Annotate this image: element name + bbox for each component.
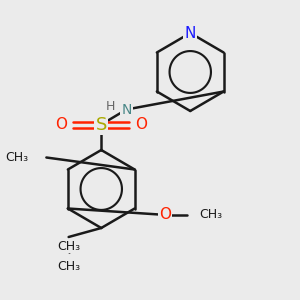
Text: H: H [106, 100, 115, 113]
Text: CH₃: CH₃ [5, 151, 28, 164]
Text: CH₃: CH₃ [57, 239, 80, 253]
Text: O: O [135, 117, 147, 132]
Text: O: O [55, 117, 67, 132]
Text: N: N [121, 103, 132, 116]
Text: N: N [184, 26, 196, 40]
Text: O: O [159, 207, 171, 222]
Text: CH₃: CH₃ [57, 260, 80, 274]
Text: S: S [96, 116, 107, 134]
Text: CH₃: CH₃ [199, 208, 222, 221]
